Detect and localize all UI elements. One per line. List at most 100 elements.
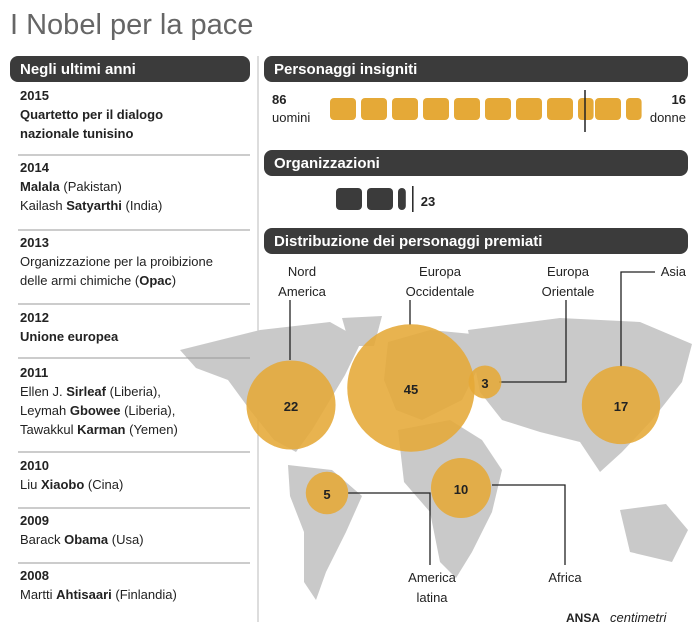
count-block [398,188,406,210]
entry-line: Liu Xiaobo (Cina) [20,477,123,492]
bubble [347,324,475,452]
count-block [454,98,480,120]
entry-text: Quartetto per il dialogo [20,107,163,122]
region-name: Asia [661,264,687,279]
entry-text: Gbowee [70,403,121,418]
region-name: Orientale [542,284,595,299]
entry-text: Karman [77,422,125,437]
region-name: America [278,284,326,299]
entry-line: Ellen J. Sirleaf (Liberia), [20,384,161,399]
entry-text: Tawakkul [20,422,77,437]
entry-text: Ellen J. [20,384,66,399]
header-bar [264,150,688,176]
leader-line [499,300,567,383]
count-block [336,188,362,210]
count-block [595,98,621,120]
year: 2009 [20,513,49,528]
entry-line: Martti Ahtisaari (Finlandia) [20,587,177,602]
entry-line: Kailash Satyarthi (India) [20,198,162,213]
year: 2014 [20,160,50,175]
men-count: 86 [272,92,286,107]
region-name: America [408,570,456,585]
entry-text: Barack [20,532,64,547]
entry-line: nazionale tunisino [20,126,133,141]
entry-line: Barack Obama (Usa) [20,532,144,547]
women-count: 16 [672,92,686,107]
region-name: Nord [288,264,316,279]
entry-text: Leymah [20,403,70,418]
region-name: Europa [547,264,590,279]
entry-text: Opac [139,273,172,288]
bubble [246,360,336,450]
region-name: Occidentale [406,284,475,299]
women-label: donne [650,110,686,125]
count-block [578,98,594,120]
bubble [305,471,349,515]
entry-line: Quartetto per il dialogo [20,107,163,122]
section-header: Distribuzione dei personaggi premiati [274,233,542,250]
title: I Nobel per la pace [10,9,253,41]
bubble [468,365,502,399]
entry-text: (Liberia), [106,384,161,399]
org-count: 23 [421,194,435,209]
entry-text: (Usa) [108,532,143,547]
count-block [361,98,387,120]
count-block [485,98,511,120]
section-header: Negli ultimi anni [20,61,136,78]
entry-line: Unione europea [20,329,119,344]
bubble-value: 3 [481,376,488,391]
header-bar [264,228,688,254]
region-name: Europa [419,264,462,279]
entry-text: (Liberia), [120,403,175,418]
count-block [330,98,356,120]
count-block [516,98,542,120]
count-block [626,98,642,120]
header-bar [10,56,250,82]
leader-line [492,484,566,565]
entry-text: (Yemen) [126,422,178,437]
entry-text: Ahtisaari [56,587,112,602]
year: 2011 [20,365,48,380]
entry-line: Malala (Pakistan) [20,179,122,194]
region-name: Africa [548,570,582,585]
entry-text: (Pakistan) [60,179,122,194]
bubble-value: 10 [454,482,468,497]
entry-text: (India) [122,198,162,213]
section-header: Personaggi insigniti [274,61,417,78]
count-block [547,98,573,120]
year: 2010 [20,458,49,473]
count-block [423,98,449,120]
year: 2008 [20,568,49,583]
entry-text: Obama [64,532,109,547]
bubble [430,457,492,519]
year: 2015 [20,88,49,103]
entry-text: (Finlandia) [112,587,177,602]
entry-text: Unione europea [20,329,119,344]
entry-text: Liu [20,477,41,492]
count-block [367,188,393,210]
bubble-value: 22 [284,399,298,414]
source-partner: centimetri [610,610,667,625]
leader-line [620,271,655,367]
entry-text: Satyarthi [66,198,122,213]
entry-text: (Cina) [84,477,123,492]
entry-text: Organizzazione per la proibizione [20,254,213,269]
leader-line [348,492,431,565]
entry-line: Tawakkul Karman (Yemen) [20,422,178,437]
section-header: Organizzazioni [274,155,380,172]
bubble [581,365,661,445]
entry-text: Sirleaf [66,384,106,399]
bubble-value: 5 [323,487,330,502]
entry-text: Kailash [20,198,66,213]
entry-text: Xiaobo [41,477,84,492]
source-agency: ANSA [566,611,600,625]
entry-line: Leymah Gbowee (Liberia), [20,403,175,418]
entry-line: Organizzazione per la proibizione [20,254,213,269]
entry-line: delle armi chimiche (Opac) [20,273,176,288]
entry-text: Malala [20,179,61,194]
entry-text: delle armi chimiche ( [20,273,140,288]
entry-text: ) [172,273,176,288]
entry-text: Martti [20,587,56,602]
region-name: latina [416,590,448,605]
